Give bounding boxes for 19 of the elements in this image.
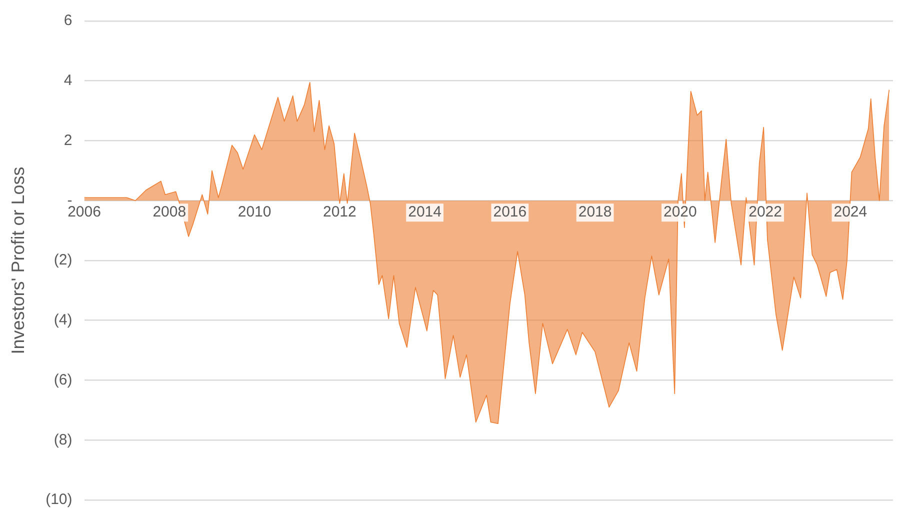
x-tick-label: 2020	[663, 203, 697, 220]
y-tick-label: (6)	[54, 371, 72, 388]
y-tick-label: (2)	[54, 252, 72, 269]
y-tick-label: (8)	[54, 431, 72, 448]
y-tick-label: (10)	[46, 491, 72, 508]
x-tick-label: 2022	[748, 203, 782, 220]
x-tick-label: 2014	[408, 203, 442, 220]
y-tick-label: 4	[64, 72, 72, 90]
x-tick-label: 2024	[834, 203, 868, 220]
y-tick-label: (4)	[54, 312, 72, 329]
x-tick-label: 2008	[152, 203, 186, 220]
x-tick-label: 2012	[322, 203, 356, 220]
x-tick-label: 2018	[578, 203, 612, 220]
x-tick-label: 2006	[68, 203, 101, 220]
y-tick-label: 6	[64, 12, 72, 30]
x-tick-label: 2010	[238, 203, 272, 220]
x-tick-label: 2016	[493, 203, 527, 220]
y-tick-label: 2	[64, 132, 72, 149]
y-axis-title: Investors' Profit or Loss	[8, 166, 28, 354]
